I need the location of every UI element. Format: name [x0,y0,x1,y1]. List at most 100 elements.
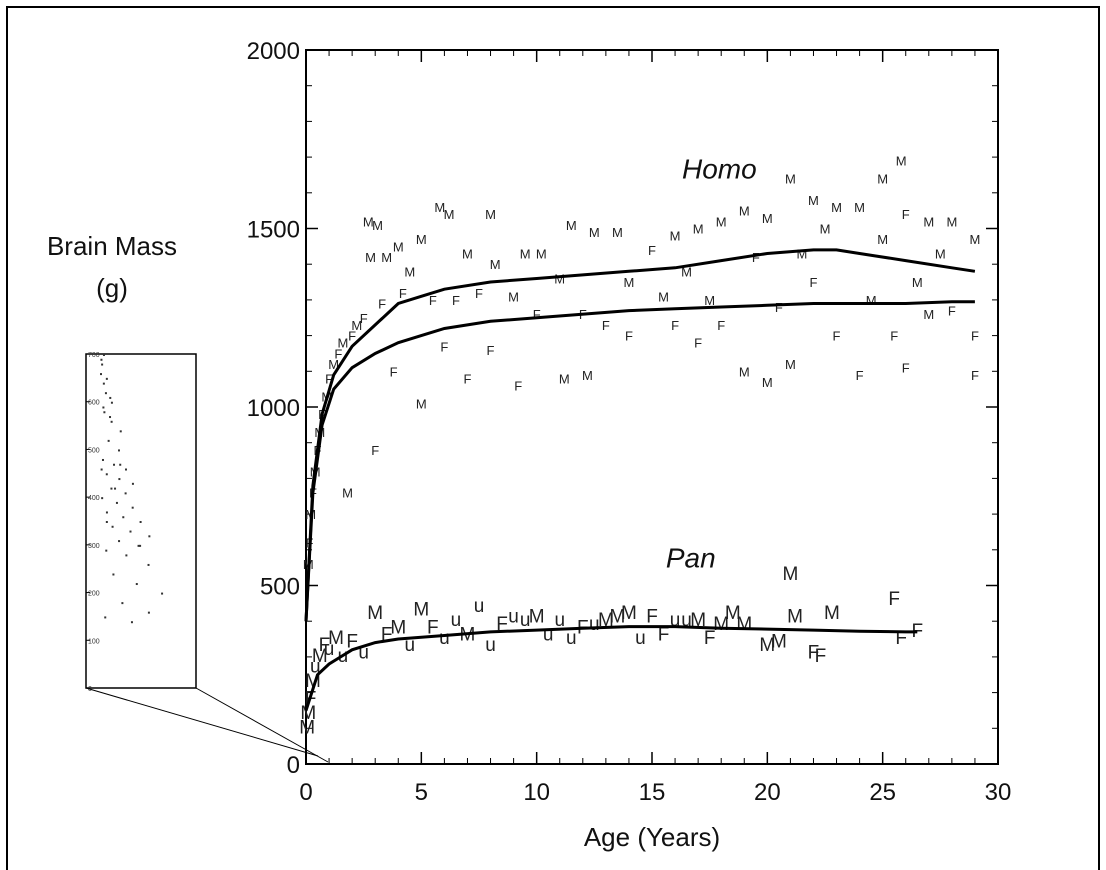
data-point-homo: M [854,200,865,215]
data-point-homo: F [360,311,368,326]
data-point-homo: M [820,222,831,237]
y-tick-label: 500 [260,574,300,601]
inset-data-point [118,449,120,452]
inset-data-point [105,511,108,514]
inset-connector-line [195,687,329,763]
data-point-homo: M [434,200,445,215]
data-point-homo: F [717,318,725,333]
x-axis-label: Age (Years) [584,822,720,852]
data-point-pan: u [474,596,485,617]
data-point-pan: M [609,607,625,628]
inset-connector-line [85,687,319,757]
data-point-homo: F [902,207,910,222]
data-point-homo: F [348,329,356,344]
data-point-homo: F [390,364,398,379]
data-point-homo: F [902,361,910,376]
inset-data-point [119,430,122,433]
inset-data-point [109,416,112,419]
data-point-homo: M [866,293,877,308]
inset-data-point [118,478,121,481]
fit-curve-pan [304,625,918,711]
inset-y-tick-label: 700 [88,352,100,359]
inset-y-tick-label: 200 [88,591,100,598]
data-point-pan: u [439,628,450,649]
data-point-homo: M [896,154,907,169]
data-point-homo: M [704,293,715,308]
plot-area-border [305,49,999,765]
data-point-homo: F [475,286,483,301]
data-point-homo: M [328,357,339,372]
inset-data-point [107,439,110,442]
inset-data-point [103,411,106,414]
inset-data-point [118,540,121,543]
inset-data-point [124,492,127,495]
inset-data-point [148,535,151,538]
y-tick-label: 2000 [247,38,300,65]
data-point-homo: M [923,214,934,229]
data-point-homo: M [693,222,704,237]
data-point-homo: M [508,289,519,304]
inset-data-point [131,482,134,485]
data-point-pan: M [312,646,328,667]
inset-data-point [124,468,127,471]
data-point-pan: u [670,610,681,631]
inset-data-point [131,506,134,509]
data-point-homo: M [365,250,376,265]
inset-data-point [139,521,142,523]
x-tick-label: 5 [415,779,428,806]
data-point-pan: u [451,610,462,631]
data-point-pan: M [787,607,803,628]
inset-data-point [104,616,107,619]
data-point-pan: u [358,642,369,663]
data-point-homo: M [342,486,353,501]
data-point-homo: M [444,207,455,222]
inset-y-tick-label: 300 [88,543,100,550]
inset-data-point [100,373,102,376]
data-point-homo: M [337,336,348,351]
inset-data-point [139,544,142,547]
data-point-homo: M [381,250,392,265]
data-point-homo: F [833,329,841,344]
data-point-homo: F [752,250,760,265]
y-tick-label: 1500 [247,217,300,244]
y-axis-label: Brain Mass (g) [47,231,177,303]
data-point-pan: F [808,642,820,663]
data-point-pan: M [782,564,798,585]
inset-data-point [110,487,113,490]
x-tick-label: 20 [754,779,781,806]
data-point-homo: F [890,329,898,344]
data-point-homo: M [762,211,773,226]
data-point-pan: F [381,624,393,645]
inset-data-point [101,497,104,500]
data-point-pan: M [771,632,787,653]
inset-plot-border [85,353,197,689]
data-point-homo: M [485,207,496,222]
inset-data-point [147,611,150,614]
inset-data-point [105,473,108,476]
data-point-homo: M [559,371,570,386]
data-point-pan: F [815,646,827,667]
x-tick-label: 0 [299,779,312,806]
x-tick-label: 30 [985,779,1012,806]
y-tick-label: 0 [287,752,300,779]
data-point-homo: M [681,264,692,279]
data-point-homo: M [566,218,577,233]
data-point-homo: M [372,218,383,233]
inset-data-point [102,354,105,356]
data-point-homo: M [589,225,600,240]
data-point-homo: F [694,336,702,351]
data-point-homo: F [452,293,460,308]
data-point-pan: u [635,628,646,649]
inset-data-point [105,549,108,552]
inset-data-point [109,396,112,399]
inset-data-point [125,554,128,557]
data-point-pan: F [346,632,358,653]
data-point-homo: M [970,232,981,247]
data-point-homo: M [716,214,727,229]
data-point-homo: F [948,304,956,319]
fit-curve-homo [304,248,976,622]
data-point-pan: F [496,614,508,635]
data-point-pan: M [759,635,775,656]
inset-y-tick-label: 600 [88,400,100,407]
